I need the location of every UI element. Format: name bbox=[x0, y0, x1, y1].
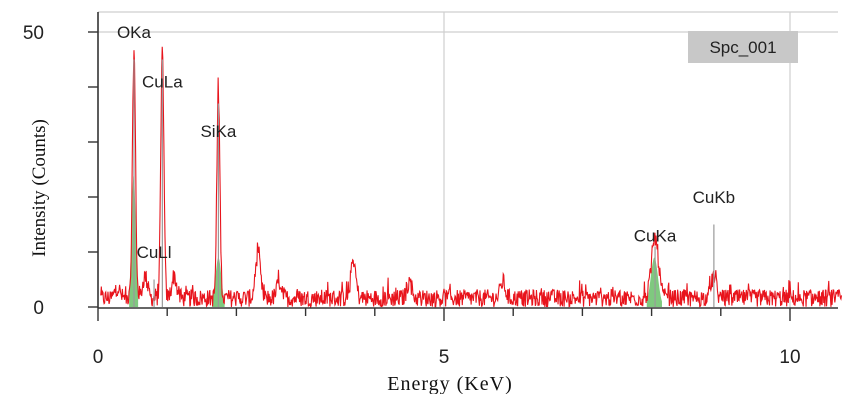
spectrum-series bbox=[100, 46, 843, 309]
peak-label-cukb: CuKb bbox=[693, 188, 736, 207]
peak-label-oka: OKa bbox=[117, 23, 152, 42]
legend-box bbox=[688, 31, 798, 63]
peak-label-cull: CuLl bbox=[137, 243, 172, 262]
tick-labels: 0 5 10 0 50 bbox=[23, 23, 801, 368]
spectrum-line bbox=[100, 46, 843, 309]
x-axis-title: Energy (KeV) bbox=[387, 373, 512, 394]
peak-label-sika: SiKa bbox=[200, 122, 236, 141]
y-tick-label: 0 bbox=[33, 298, 44, 319]
x-tick-label: 0 bbox=[93, 347, 104, 368]
x-tick-label: 5 bbox=[439, 347, 450, 368]
peak-annotations: OKa CuLa SiKa CuLl CuKa CuKb bbox=[117, 23, 735, 262]
legend-label: Spc_001 bbox=[709, 38, 776, 57]
peak-fill-region bbox=[646, 257, 662, 307]
axes bbox=[88, 12, 838, 321]
y-tick-label: 50 bbox=[23, 23, 44, 44]
y-axis-title: Intensity (Counts) bbox=[29, 119, 50, 257]
peak-label-cuka: CuKa bbox=[634, 227, 677, 246]
peak-markers bbox=[133, 59, 715, 307]
x-tick-label: 10 bbox=[779, 347, 800, 368]
peak-label-cula: CuLa bbox=[142, 73, 183, 92]
legend: Spc_001 bbox=[688, 31, 798, 63]
